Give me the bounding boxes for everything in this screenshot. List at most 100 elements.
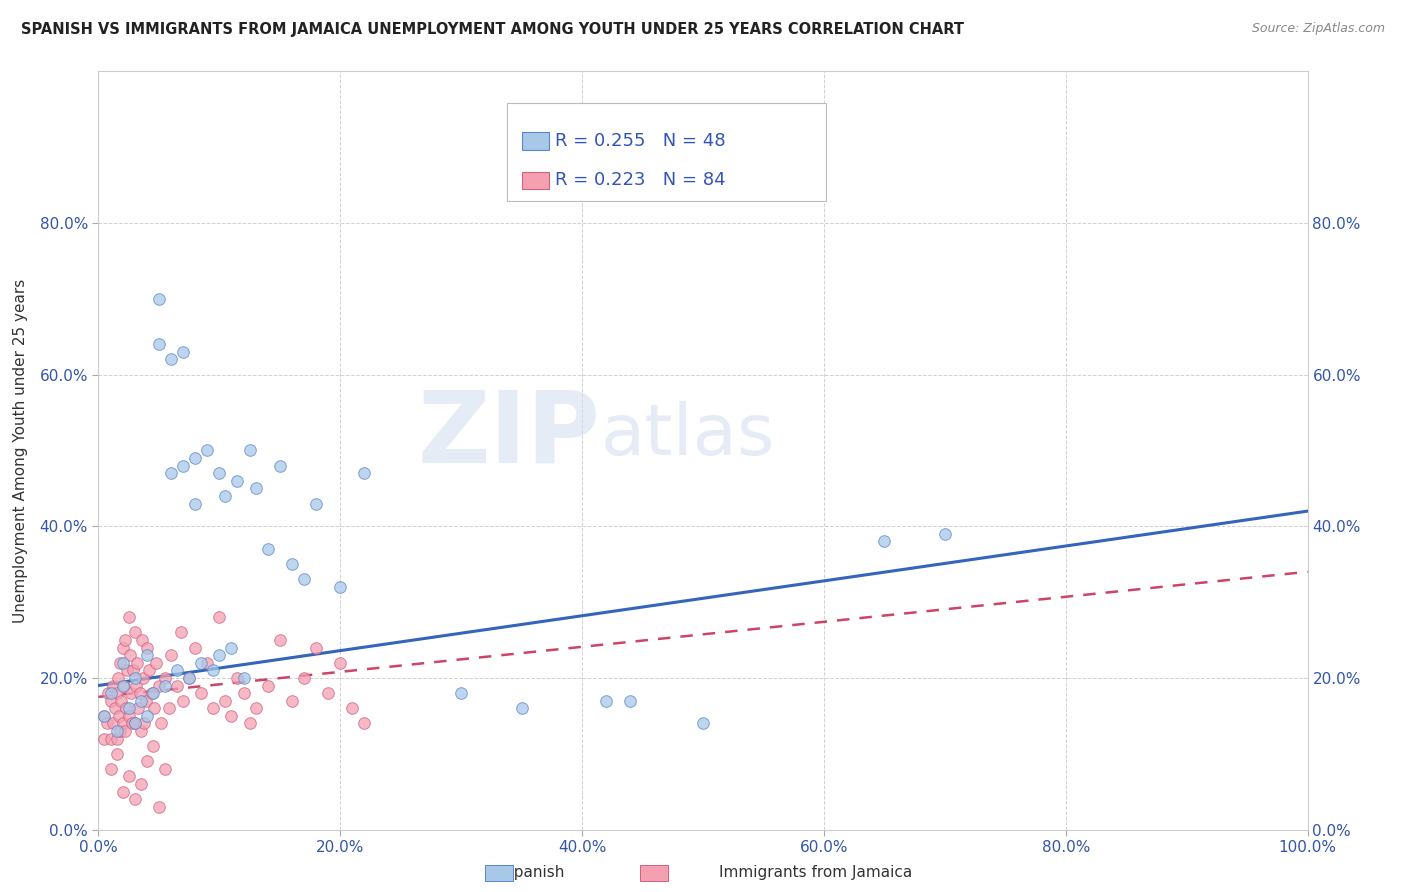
Point <box>305 496 328 510</box>
Point <box>118 769 141 784</box>
Point <box>269 458 291 473</box>
Point <box>93 708 115 723</box>
Point <box>135 648 157 662</box>
Point <box>934 526 956 541</box>
Point <box>148 292 170 306</box>
Point <box>105 686 128 700</box>
Point <box>190 656 212 670</box>
Point <box>128 686 150 700</box>
Point <box>143 701 166 715</box>
Point <box>148 678 170 692</box>
Point <box>121 716 143 731</box>
Point <box>111 656 134 670</box>
Point <box>111 785 134 799</box>
Point <box>100 686 122 700</box>
Point <box>172 344 194 359</box>
Point <box>160 648 183 662</box>
Point <box>179 671 201 685</box>
Point <box>124 716 146 731</box>
Point <box>450 686 472 700</box>
Point <box>134 716 156 731</box>
Text: R = 0.255   N = 48: R = 0.255 N = 48 <box>555 132 725 150</box>
Point <box>110 694 132 708</box>
Point <box>129 724 152 739</box>
Point <box>101 678 124 692</box>
Point <box>208 467 231 481</box>
Point <box>120 686 142 700</box>
Point <box>214 694 236 708</box>
Point <box>124 716 146 731</box>
Point <box>97 686 120 700</box>
Point <box>108 724 131 739</box>
Point <box>153 671 176 685</box>
Point <box>160 352 183 367</box>
Point <box>141 686 163 700</box>
Point <box>202 664 225 678</box>
Point <box>195 656 218 670</box>
Point <box>100 762 122 776</box>
Point <box>142 739 165 753</box>
Point <box>135 755 157 769</box>
Point <box>101 716 124 731</box>
Point <box>124 625 146 640</box>
Point <box>127 656 149 670</box>
Point <box>142 686 165 700</box>
Point <box>208 648 231 662</box>
Point <box>112 678 135 692</box>
Point <box>166 664 188 678</box>
Point <box>148 800 170 814</box>
Point <box>114 633 136 648</box>
Point <box>104 701 127 715</box>
Point <box>169 625 191 640</box>
Point <box>135 640 157 655</box>
Point <box>226 474 249 488</box>
Point <box>510 701 533 715</box>
Point <box>145 656 167 670</box>
Point <box>132 671 155 685</box>
Point <box>226 671 249 685</box>
Point <box>105 731 128 746</box>
Point <box>111 640 134 655</box>
Point <box>195 443 218 458</box>
Point <box>316 686 339 700</box>
Text: Immigrants from Jamaica: Immigrants from Jamaica <box>718 865 912 880</box>
Point <box>153 762 176 776</box>
Point <box>93 731 115 746</box>
Point <box>190 686 212 700</box>
Point <box>100 694 122 708</box>
Point <box>135 694 157 708</box>
Text: SPANISH VS IMMIGRANTS FROM JAMAICA UNEMPLOYMENT AMONG YOUTH UNDER 25 YEARS CORRE: SPANISH VS IMMIGRANTS FROM JAMAICA UNEMP… <box>21 22 965 37</box>
Point <box>131 633 153 648</box>
Text: ZIP: ZIP <box>418 387 600 483</box>
Point <box>214 489 236 503</box>
Text: Source: ZipAtlas.com: Source: ZipAtlas.com <box>1251 22 1385 36</box>
Point <box>100 731 122 746</box>
Point <box>108 656 131 670</box>
Point <box>118 708 141 723</box>
Point <box>105 724 128 739</box>
Point <box>595 694 617 708</box>
Point <box>96 716 118 731</box>
Point <box>129 694 152 708</box>
Text: atlas: atlas <box>600 401 775 470</box>
Point <box>256 542 278 557</box>
Point <box>221 640 243 655</box>
Point <box>115 701 138 715</box>
Point <box>208 610 231 624</box>
Point <box>118 648 141 662</box>
Point <box>232 686 254 700</box>
Point <box>107 671 129 685</box>
Point <box>202 701 225 715</box>
Point <box>122 664 145 678</box>
Point <box>160 467 183 481</box>
Point <box>873 534 896 549</box>
Point <box>179 671 201 685</box>
Point <box>239 716 262 731</box>
Point <box>138 664 160 678</box>
Point <box>292 671 315 685</box>
Point <box>329 656 352 670</box>
Point <box>184 640 207 655</box>
Point <box>111 716 134 731</box>
Point <box>281 557 304 572</box>
Point <box>118 701 141 715</box>
